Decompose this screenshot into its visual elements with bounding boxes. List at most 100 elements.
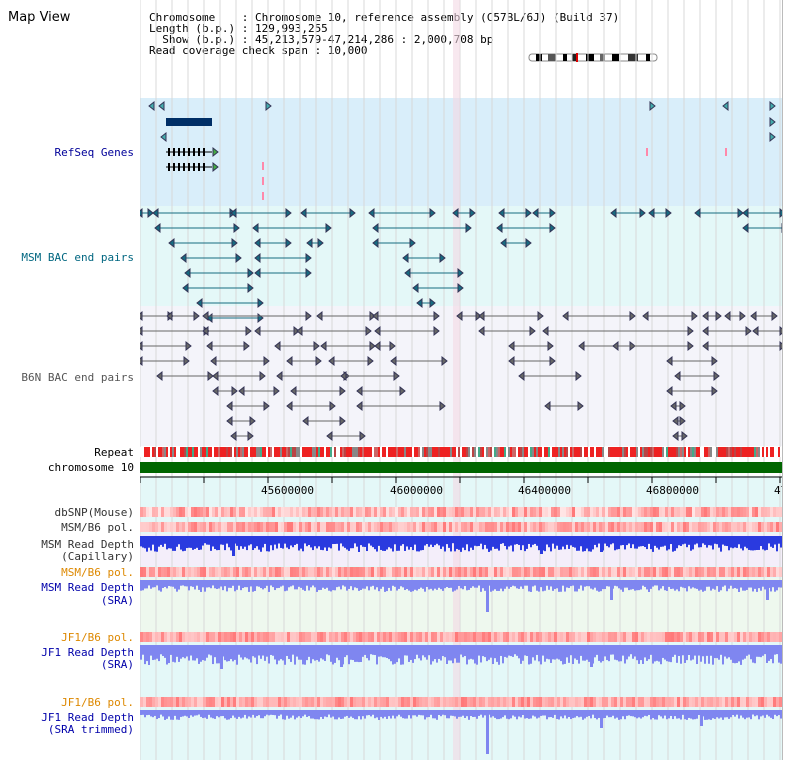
depth-bar: [532, 536, 534, 545]
track-label-msm-b6-pol-2[interactable]: MSM/B6 pol.: [61, 566, 134, 579]
repeat-segment: [474, 447, 476, 457]
repeat-segment: [402, 447, 404, 457]
depth-bar: [224, 536, 226, 551]
depth-bar: [420, 536, 422, 551]
depth-bar: [248, 536, 250, 546]
heat-cell: [488, 632, 491, 642]
genome-tracks[interactable]: [140, 0, 782, 760]
depth-bar: [254, 710, 256, 718]
depth-bar: [230, 645, 232, 660]
heat-cell: [407, 522, 410, 532]
chromosome-ideogram[interactable]: [528, 53, 658, 62]
depth-bar: [174, 645, 176, 663]
depth-bar: [454, 536, 456, 552]
depth-bar: [336, 645, 338, 658]
repeat-segment: [714, 447, 716, 457]
heat-cell: [587, 522, 590, 532]
depth-bar: [410, 536, 412, 548]
track-label-msm-bac[interactable]: MSM BAC end pairs: [21, 251, 134, 264]
depth-bar: [280, 645, 282, 660]
repeat-segment: [314, 447, 316, 457]
depth-bar: [526, 645, 528, 657]
heat-cell: [347, 632, 350, 642]
repeat-segment: [600, 447, 602, 457]
depth-bar: [584, 580, 586, 587]
feature-arrow: [180, 252, 187, 264]
heat-cell: [779, 567, 782, 577]
heat-cell: [512, 697, 515, 707]
track-label-jf1-b6-pol[interactable]: JF1/B6 pol.: [61, 631, 134, 644]
heat-cell: [653, 507, 656, 517]
heat-cell: [413, 567, 416, 577]
track-label-refseq[interactable]: RefSeq Genes: [54, 146, 134, 159]
feature-arrow: [148, 100, 155, 112]
depth-bar: [626, 536, 628, 546]
heat-cell: [383, 632, 386, 642]
track-label-msm-depth-capillary[interactable]: MSM Read Depth: [41, 538, 134, 551]
heat-cell: [419, 522, 422, 532]
track-label-jf1-depth-trimmed[interactable]: JF1 Read Depth: [41, 711, 134, 724]
heat-cell: [410, 507, 413, 517]
repeat-segment: [434, 447, 436, 457]
feature-arrow: [544, 400, 551, 412]
right-scroll-pane[interactable]: [782, 0, 800, 760]
track-label-jf1-b6-pol-2[interactable]: JF1/B6 pol.: [61, 696, 134, 709]
depth-bar: [576, 536, 578, 551]
heat-cell: [473, 567, 476, 577]
heat-cell: [338, 567, 341, 577]
depth-bar: [364, 710, 366, 719]
depth-bar: [548, 536, 550, 548]
heat-cell: [482, 507, 485, 517]
heat-cell: [449, 507, 452, 517]
depth-bar: [506, 710, 508, 719]
repeat-segment: [630, 447, 632, 457]
heat-cell: [158, 632, 161, 642]
depth-bar: [434, 580, 436, 589]
feature-arrow: [769, 116, 776, 128]
depth-bar: [322, 710, 324, 719]
depth-bar: [502, 645, 504, 664]
track-label-jf1-depth-sra[interactable]: JF1 Read Depth: [41, 646, 134, 659]
depth-bar: [636, 645, 638, 661]
depth-bar: [314, 580, 316, 588]
heat-cell: [635, 632, 638, 642]
depth-bar: [464, 536, 466, 551]
depth-bar: [282, 710, 284, 720]
depth-bar: [744, 580, 746, 591]
depth-bar: [528, 645, 530, 665]
feature-arrow: [742, 222, 749, 234]
heat-cell: [224, 697, 227, 707]
track-label-b6n-bac[interactable]: B6N BAC end pairs: [21, 371, 134, 384]
heat-cell: [701, 567, 704, 577]
depth-bar: [536, 580, 538, 591]
heat-cell: [629, 522, 632, 532]
repeat-segment: [598, 447, 600, 457]
depth-bar: [222, 710, 224, 717]
track-label-msm-depth-sra[interactable]: MSM Read Depth: [41, 581, 134, 594]
heat-cell: [248, 567, 251, 577]
repeat-segment: [636, 447, 638, 457]
heat-cell: [422, 697, 425, 707]
heat-cell: [734, 522, 737, 532]
heat-cell: [389, 522, 392, 532]
depth-bar: [434, 710, 436, 719]
repeat-segment: [550, 447, 552, 457]
depth-bar: [512, 710, 514, 716]
heat-cell: [755, 522, 758, 532]
depth-bar: [192, 580, 194, 587]
heat-cell: [446, 697, 449, 707]
depth-bar: [144, 710, 146, 718]
feature-arrow: [166, 310, 173, 322]
depth-bar: [158, 580, 160, 591]
heat-cell: [287, 697, 290, 707]
repeat-segment: [154, 447, 156, 457]
track-label-msm-b6-pol[interactable]: MSM/B6 pol.: [61, 521, 134, 534]
depth-bar: [754, 580, 756, 589]
depth-bar: [566, 710, 568, 719]
repeat-segment: [162, 447, 164, 457]
track-label-dbsnp[interactable]: dbSNP(Mouse): [54, 506, 134, 519]
depth-bar: [570, 645, 572, 656]
depth-bar: [668, 580, 670, 587]
depth-bar: [416, 710, 418, 717]
repeat-segment: [230, 447, 232, 457]
